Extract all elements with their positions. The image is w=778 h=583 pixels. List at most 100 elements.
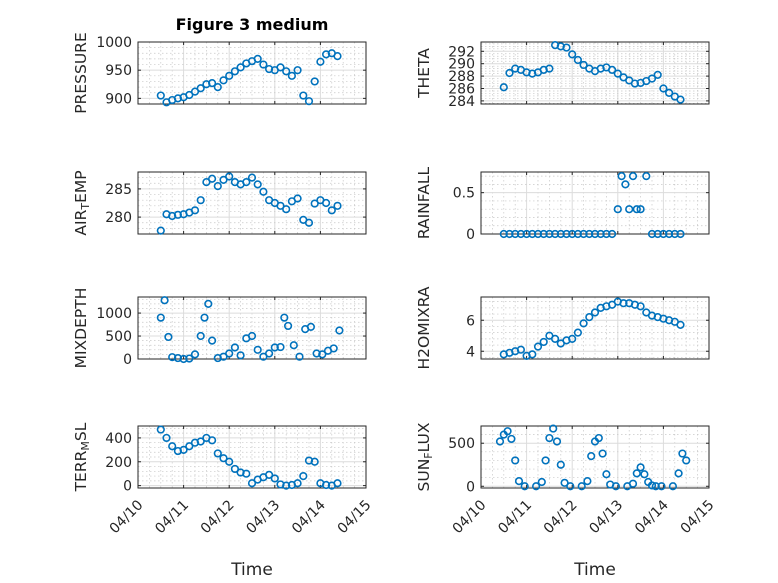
axes-box xyxy=(137,41,367,105)
data-point xyxy=(676,320,685,330)
data-point xyxy=(242,178,251,187)
data-point xyxy=(213,449,222,458)
data-point xyxy=(628,172,638,181)
data-point xyxy=(621,180,630,189)
y-tick-label: 6 xyxy=(466,313,475,329)
data-point xyxy=(196,196,205,205)
subplot-1: 900 950 1000 PRESSURE xyxy=(72,32,367,114)
data-point xyxy=(514,477,524,486)
data-point xyxy=(653,70,662,79)
data-point xyxy=(503,427,512,436)
y-tick-label: 0 xyxy=(466,479,475,495)
data-point xyxy=(577,482,586,491)
data-point xyxy=(636,463,645,472)
data-point xyxy=(550,334,560,343)
data-point xyxy=(594,433,603,443)
data-point xyxy=(276,342,285,352)
data-point xyxy=(333,201,342,210)
data-point xyxy=(556,460,565,469)
data-point xyxy=(179,354,188,364)
y-tick-label: 0 xyxy=(123,479,132,495)
y-axis-label: MIXDEPTH xyxy=(72,288,90,369)
data-point xyxy=(590,308,600,317)
data-point xyxy=(213,82,222,92)
data-point xyxy=(562,43,571,52)
data-point xyxy=(270,343,279,352)
data-point xyxy=(539,229,548,239)
data-point xyxy=(208,174,217,183)
y-axis-label-subscript: T xyxy=(79,203,92,211)
y-tick-label: 286 xyxy=(448,82,475,98)
data-point xyxy=(168,442,177,451)
axes-box xyxy=(137,296,367,360)
y-tick-label: 200 xyxy=(105,455,132,471)
data-point xyxy=(585,313,594,322)
data-point xyxy=(236,63,245,72)
data-point xyxy=(537,477,546,487)
data-point xyxy=(617,172,626,181)
data-point xyxy=(247,331,257,341)
y-tick-label: 280 xyxy=(105,210,132,226)
data-point xyxy=(562,229,571,239)
y-axis-label: SUNFLUX xyxy=(415,422,435,491)
subplot-3: 280 285 AIRTEMP xyxy=(72,170,367,236)
y-axis-label-part: EMP xyxy=(72,170,90,203)
data-point xyxy=(225,457,234,466)
data-point xyxy=(299,91,308,100)
data-point xyxy=(522,229,531,239)
data-point xyxy=(322,198,331,208)
y-tick-label: 285 xyxy=(105,182,132,198)
y-axis-label: THETA xyxy=(415,48,433,99)
data-point xyxy=(204,299,213,308)
y-tick-label: 500 xyxy=(448,436,475,452)
y-tick-label: 400 xyxy=(105,431,132,447)
data-point xyxy=(573,229,583,239)
data-point xyxy=(190,350,200,359)
data-point xyxy=(573,55,583,65)
data-point xyxy=(674,469,683,478)
data-point xyxy=(293,66,302,75)
data-point xyxy=(185,354,194,363)
data-point xyxy=(556,229,565,239)
data-point xyxy=(156,226,165,235)
data-point xyxy=(528,229,537,239)
data-point xyxy=(306,322,316,331)
data-point xyxy=(276,63,285,72)
data-point xyxy=(173,210,182,219)
data-point xyxy=(265,349,274,358)
data-point xyxy=(293,479,302,488)
data-point xyxy=(200,313,209,322)
y-tick-label: 292 xyxy=(448,44,475,60)
data-point xyxy=(247,173,257,182)
data-point xyxy=(607,65,617,74)
data-point xyxy=(545,229,554,239)
data-point xyxy=(242,469,251,478)
data-point xyxy=(160,296,169,305)
data-point xyxy=(225,172,234,181)
data-point xyxy=(632,469,641,478)
data-point xyxy=(247,479,257,488)
data-point xyxy=(190,87,200,96)
y-axis-label-part: SUN xyxy=(415,459,433,492)
data-point xyxy=(164,332,173,342)
y-axis-label-part: TERR xyxy=(72,450,90,492)
y-tick-label: 0.5 xyxy=(453,186,475,202)
data-point xyxy=(653,229,662,239)
data-point xyxy=(213,181,222,191)
data-point xyxy=(668,482,678,491)
y-tick-label: 1000 xyxy=(96,35,132,51)
data-point xyxy=(333,51,342,61)
figure-title: Figure 3 medium xyxy=(176,15,329,34)
data-point xyxy=(322,480,331,490)
data-point xyxy=(664,229,674,239)
data-point xyxy=(659,84,668,93)
data-point xyxy=(579,319,588,328)
data-point xyxy=(533,229,543,239)
data-point xyxy=(602,470,611,479)
y-axis-label: TERRMSL xyxy=(72,422,92,492)
data-point xyxy=(676,229,685,239)
y-tick-label: 1000 xyxy=(96,306,132,322)
axes-box xyxy=(137,425,367,489)
